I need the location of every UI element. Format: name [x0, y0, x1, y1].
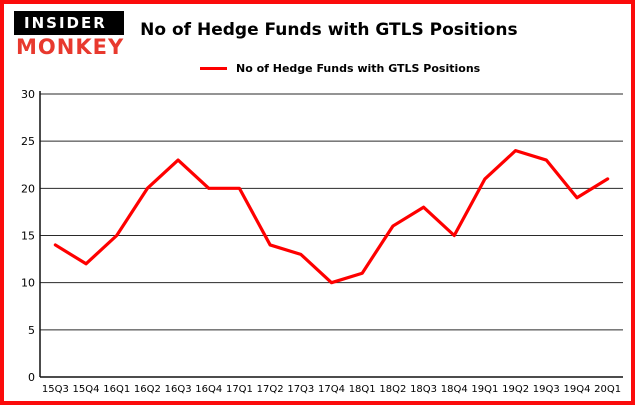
x-tick-label: 17Q4	[318, 384, 345, 395]
legend: No of Hedge Funds with GTLS Positions	[200, 62, 480, 75]
x-tick-label: 18Q4	[441, 384, 468, 395]
x-tick-label: 18Q3	[410, 384, 437, 395]
x-tick-label: 19Q1	[471, 384, 498, 395]
x-tick-label: 19Q3	[533, 384, 560, 395]
y-tick-label: 5	[28, 324, 35, 337]
x-tick-label: 17Q2	[257, 384, 284, 395]
x-tick-label: 18Q2	[379, 384, 406, 395]
x-tick-label: 16Q1	[103, 384, 130, 395]
x-tick-label: 17Q1	[226, 384, 253, 395]
logo-insider-text: INSIDER	[14, 11, 125, 35]
y-tick-label: 25	[21, 135, 35, 148]
x-tick-label: 16Q4	[195, 384, 222, 395]
legend-line-swatch	[200, 67, 227, 70]
x-tick-label: 16Q3	[165, 384, 192, 395]
chart-title: No of Hedge Funds with GTLS Positions	[140, 20, 518, 40]
x-tick-label: 15Q4	[73, 384, 100, 395]
x-tick-label: 19Q4	[563, 384, 590, 395]
chart-header: INSIDER MONKEY No of Hedge Funds with GT…	[14, 11, 518, 58]
x-tick-label: 17Q3	[287, 384, 314, 395]
y-tick-label: 30	[21, 88, 35, 101]
logo-monkey-text: MONKEY	[16, 35, 125, 59]
y-tick-label: 20	[21, 182, 35, 195]
x-tick-label: 20Q1	[594, 384, 621, 395]
y-tick-label: 15	[21, 230, 35, 243]
line-chart: 0 5 10 15 20 25 30 15Q3 15Q4 16Q1 16Q2 16Q3 16Q4 17Q1…	[21, 88, 623, 395]
y-tick-label: 0	[28, 371, 35, 384]
x-tick-label: 16Q2	[134, 384, 161, 395]
x-tick-label: 19Q2	[502, 384, 529, 395]
y-tick-label: 10	[21, 277, 35, 290]
x-tick-label: 18Q1	[349, 384, 376, 395]
x-tick-label: 15Q3	[42, 384, 69, 395]
insider-monkey-logo: INSIDER MONKEY	[14, 11, 125, 59]
legend-label: No of Hedge Funds with GTLS Positions	[236, 62, 481, 75]
series-line	[53, 148, 610, 285]
